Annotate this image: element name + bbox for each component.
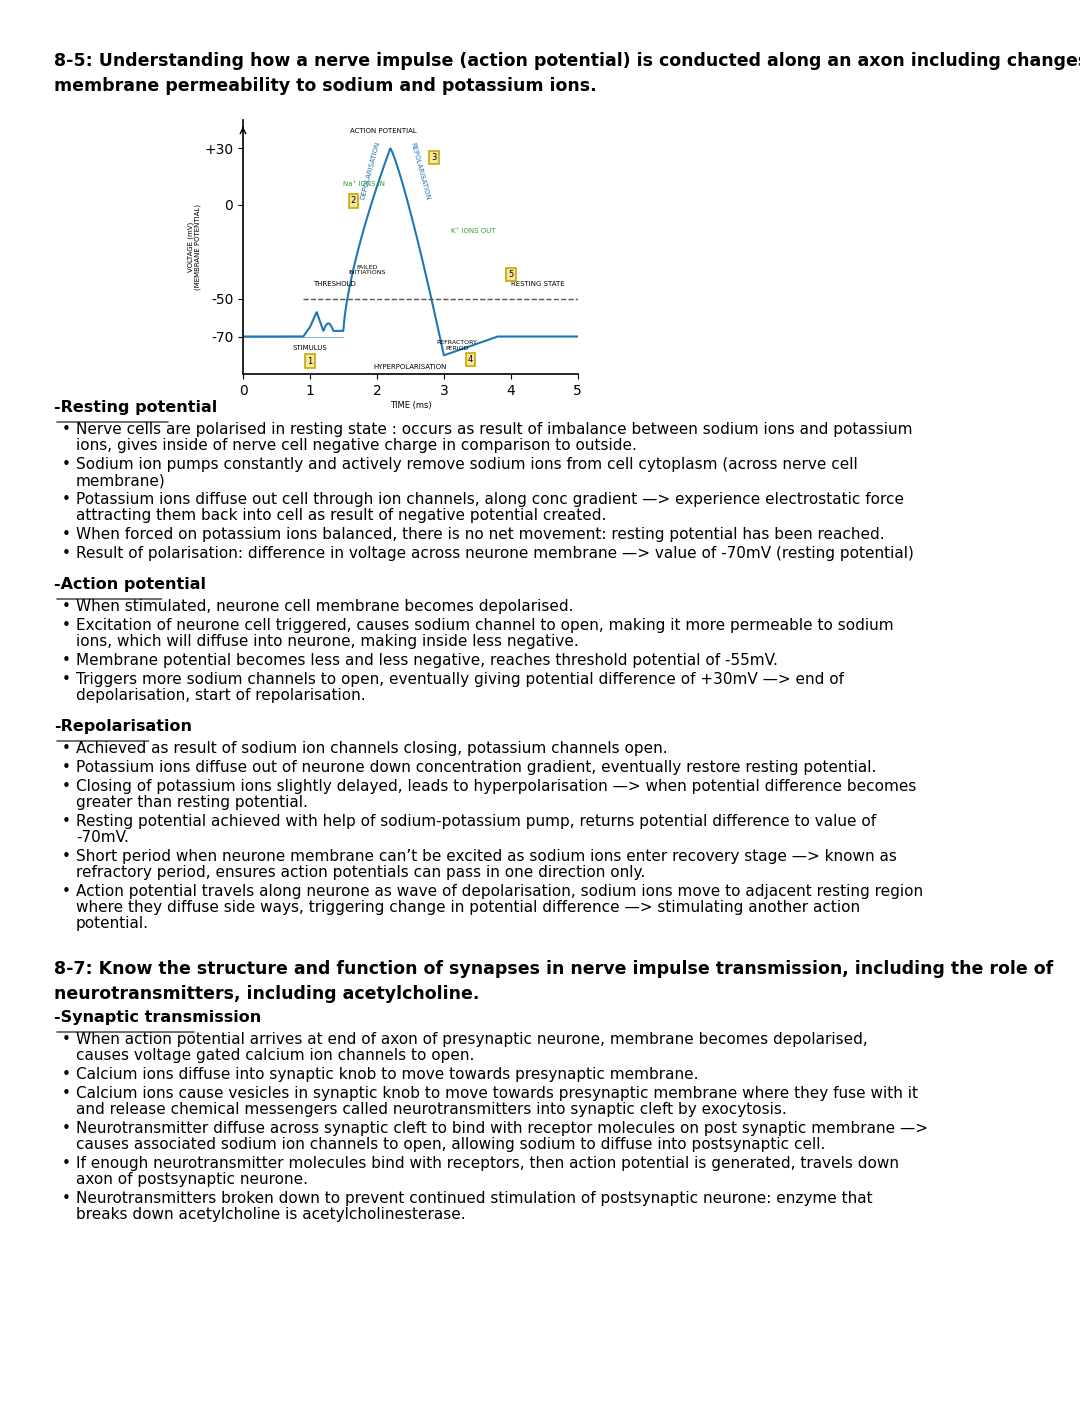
Text: Closing of potassium ions slightly delayed, leads to hyperpolarisation —> when p: Closing of potassium ions slightly delay… xyxy=(76,779,916,794)
Y-axis label: VOLTAGE (mV)
(MEMBRANE POTENTIAL): VOLTAGE (mV) (MEMBRANE POTENTIAL) xyxy=(187,205,201,289)
Text: Resting potential achieved with help of sodium-potassium pump, returns potential: Resting potential achieved with help of … xyxy=(76,813,876,829)
Text: •: • xyxy=(62,652,71,668)
Text: •: • xyxy=(62,741,71,755)
Text: -Action potential: -Action potential xyxy=(54,578,206,592)
Text: axon of postsynaptic neurone.: axon of postsynaptic neurone. xyxy=(76,1172,308,1187)
Text: •: • xyxy=(62,849,71,864)
Text: •: • xyxy=(62,813,71,829)
Text: ions, gives inside of nerve cell negative charge in comparison to outside.: ions, gives inside of nerve cell negativ… xyxy=(76,438,637,453)
Text: •: • xyxy=(62,618,71,633)
Text: ions, which will diffuse into neurone, making inside less negative.: ions, which will diffuse into neurone, m… xyxy=(76,634,579,650)
Text: •: • xyxy=(62,760,71,775)
Text: attracting them back into cell as result of negative potential created.: attracting them back into cell as result… xyxy=(76,508,606,522)
Text: breaks down acetylcholine is acetylcholinesterase.: breaks down acetylcholine is acetylcholi… xyxy=(76,1207,465,1221)
Text: causes associated sodium ion channels to open, allowing sodium to diffuse into p: causes associated sodium ion channels to… xyxy=(76,1137,825,1152)
Text: •: • xyxy=(62,672,71,688)
Text: •: • xyxy=(62,779,71,794)
Text: Action potential travels along neurone as wave of depolarisation, sodium ions mo: Action potential travels along neurone a… xyxy=(76,884,923,899)
Text: Neurotransmitters broken down to prevent continued stimulation of postsynaptic n: Neurotransmitters broken down to prevent… xyxy=(76,1190,873,1206)
Text: Result of polarisation: difference in voltage across neurone membrane —> value o: Result of polarisation: difference in vo… xyxy=(76,546,914,561)
Text: Short period when neurone membrane can’t be excited as sodium ions enter recover: Short period when neurone membrane can’t… xyxy=(76,849,896,864)
Text: -70mV.: -70mV. xyxy=(76,830,129,844)
Text: Na⁺ IONS IN: Na⁺ IONS IN xyxy=(343,181,386,186)
Text: Triggers more sodium channels to open, eventually giving potential difference of: Triggers more sodium channels to open, e… xyxy=(76,672,843,688)
Text: ACTION POTENTIAL: ACTION POTENTIAL xyxy=(350,128,417,134)
Text: REFRACTORY
PERIOD: REFRACTORY PERIOD xyxy=(436,340,477,350)
Text: DEPOLARISATION: DEPOLARISATION xyxy=(360,141,381,201)
Text: 3: 3 xyxy=(431,152,436,162)
Text: •: • xyxy=(62,491,71,507)
Text: -Repolarisation: -Repolarisation xyxy=(54,719,192,734)
Text: Calcium ions diffuse into synaptic knob to move towards presynaptic membrane.: Calcium ions diffuse into synaptic knob … xyxy=(76,1067,699,1082)
Text: refractory period, ensures action potentials can pass in one direction only.: refractory period, ensures action potent… xyxy=(76,866,645,880)
Text: When action potential arrives at end of axon of presynaptic neurone, membrane be: When action potential arrives at end of … xyxy=(76,1032,867,1048)
Text: HYPERPOLARISATION: HYPERPOLARISATION xyxy=(374,363,447,370)
Text: Membrane potential becomes less and less negative, reaches threshold potential o: Membrane potential becomes less and less… xyxy=(76,652,778,668)
Text: depolarisation, start of repolarisation.: depolarisation, start of repolarisation. xyxy=(76,688,366,703)
Text: REPOLARISATION: REPOLARISATION xyxy=(409,141,431,201)
Text: 8-5: Understanding how a nerve impulse (action potential) is conducted along an : 8-5: Understanding how a nerve impulse (… xyxy=(54,52,1080,95)
Text: membrane): membrane) xyxy=(76,473,165,489)
Text: •: • xyxy=(62,1032,71,1048)
Text: Excitation of neurone cell triggered, causes sodium channel to open, making it m: Excitation of neurone cell triggered, ca… xyxy=(76,618,893,633)
Text: •: • xyxy=(62,1067,71,1082)
Text: Potassium ions diffuse out of neurone down concentration gradient, eventually re: Potassium ions diffuse out of neurone do… xyxy=(76,760,876,775)
Text: Neurotransmitter diffuse across synaptic cleft to bind with receptor molecules o: Neurotransmitter diffuse across synaptic… xyxy=(76,1121,928,1137)
Text: causes voltage gated calcium ion channels to open.: causes voltage gated calcium ion channel… xyxy=(76,1048,474,1063)
Text: FAILED
INITIATIONS: FAILED INITIATIONS xyxy=(348,264,386,275)
Text: greater than resting potential.: greater than resting potential. xyxy=(76,795,308,810)
Text: •: • xyxy=(62,1190,71,1206)
Text: Achieved as result of sodium ion channels closing, potassium channels open.: Achieved as result of sodium ion channel… xyxy=(76,741,667,755)
Text: •: • xyxy=(62,1086,71,1101)
Text: 5: 5 xyxy=(509,270,513,280)
Text: potential.: potential. xyxy=(76,916,149,931)
Text: where they diffuse side ways, triggering change in potential difference —> stimu: where they diffuse side ways, triggering… xyxy=(76,899,860,915)
Text: When stimulated, neurone cell membrane becomes depolarised.: When stimulated, neurone cell membrane b… xyxy=(76,599,573,614)
Text: 2: 2 xyxy=(351,196,356,206)
Text: Calcium ions cause vesicles in synaptic knob to move towards presynaptic membran: Calcium ions cause vesicles in synaptic … xyxy=(76,1086,918,1101)
X-axis label: TIME (ms): TIME (ms) xyxy=(390,401,431,409)
Text: 4: 4 xyxy=(468,354,473,364)
Text: •: • xyxy=(62,457,71,472)
Text: -Synaptic transmission: -Synaptic transmission xyxy=(54,1010,261,1025)
Text: •: • xyxy=(62,1156,71,1171)
Text: 8-7: Know the structure and function of synapses in nerve impulse transmission, : 8-7: Know the structure and function of … xyxy=(54,960,1053,1003)
Text: •: • xyxy=(62,1121,71,1137)
Text: Potassium ions diffuse out cell through ion channels, along conc gradient —> exp: Potassium ions diffuse out cell through … xyxy=(76,491,904,507)
Text: •: • xyxy=(62,884,71,899)
Text: •: • xyxy=(62,527,71,542)
Text: When forced on potassium ions balanced, there is no net movement: resting potent: When forced on potassium ions balanced, … xyxy=(76,527,885,542)
Text: STIMULUS: STIMULUS xyxy=(293,345,327,350)
Text: 1: 1 xyxy=(308,356,312,366)
Text: If enough neurotransmitter molecules bind with receptors, then action potential : If enough neurotransmitter molecules bin… xyxy=(76,1156,899,1171)
Text: RESTING STATE: RESTING STATE xyxy=(511,281,565,287)
Text: Sodium ion pumps constantly and actively remove sodium ions from cell cytoplasm : Sodium ion pumps constantly and actively… xyxy=(76,457,858,472)
Text: •: • xyxy=(62,599,71,614)
Text: Nerve cells are polarised in resting state : occurs as result of imbalance betwe: Nerve cells are polarised in resting sta… xyxy=(76,422,913,436)
Text: •: • xyxy=(62,546,71,561)
Text: and release chemical messengers called neurotransmitters into synaptic cleft by : and release chemical messengers called n… xyxy=(76,1101,786,1117)
Text: K⁺ IONS OUT: K⁺ IONS OUT xyxy=(450,227,495,234)
Text: THRESHOLD: THRESHOLD xyxy=(313,281,356,287)
Text: •: • xyxy=(62,422,71,436)
Text: -Resting potential: -Resting potential xyxy=(54,400,217,415)
